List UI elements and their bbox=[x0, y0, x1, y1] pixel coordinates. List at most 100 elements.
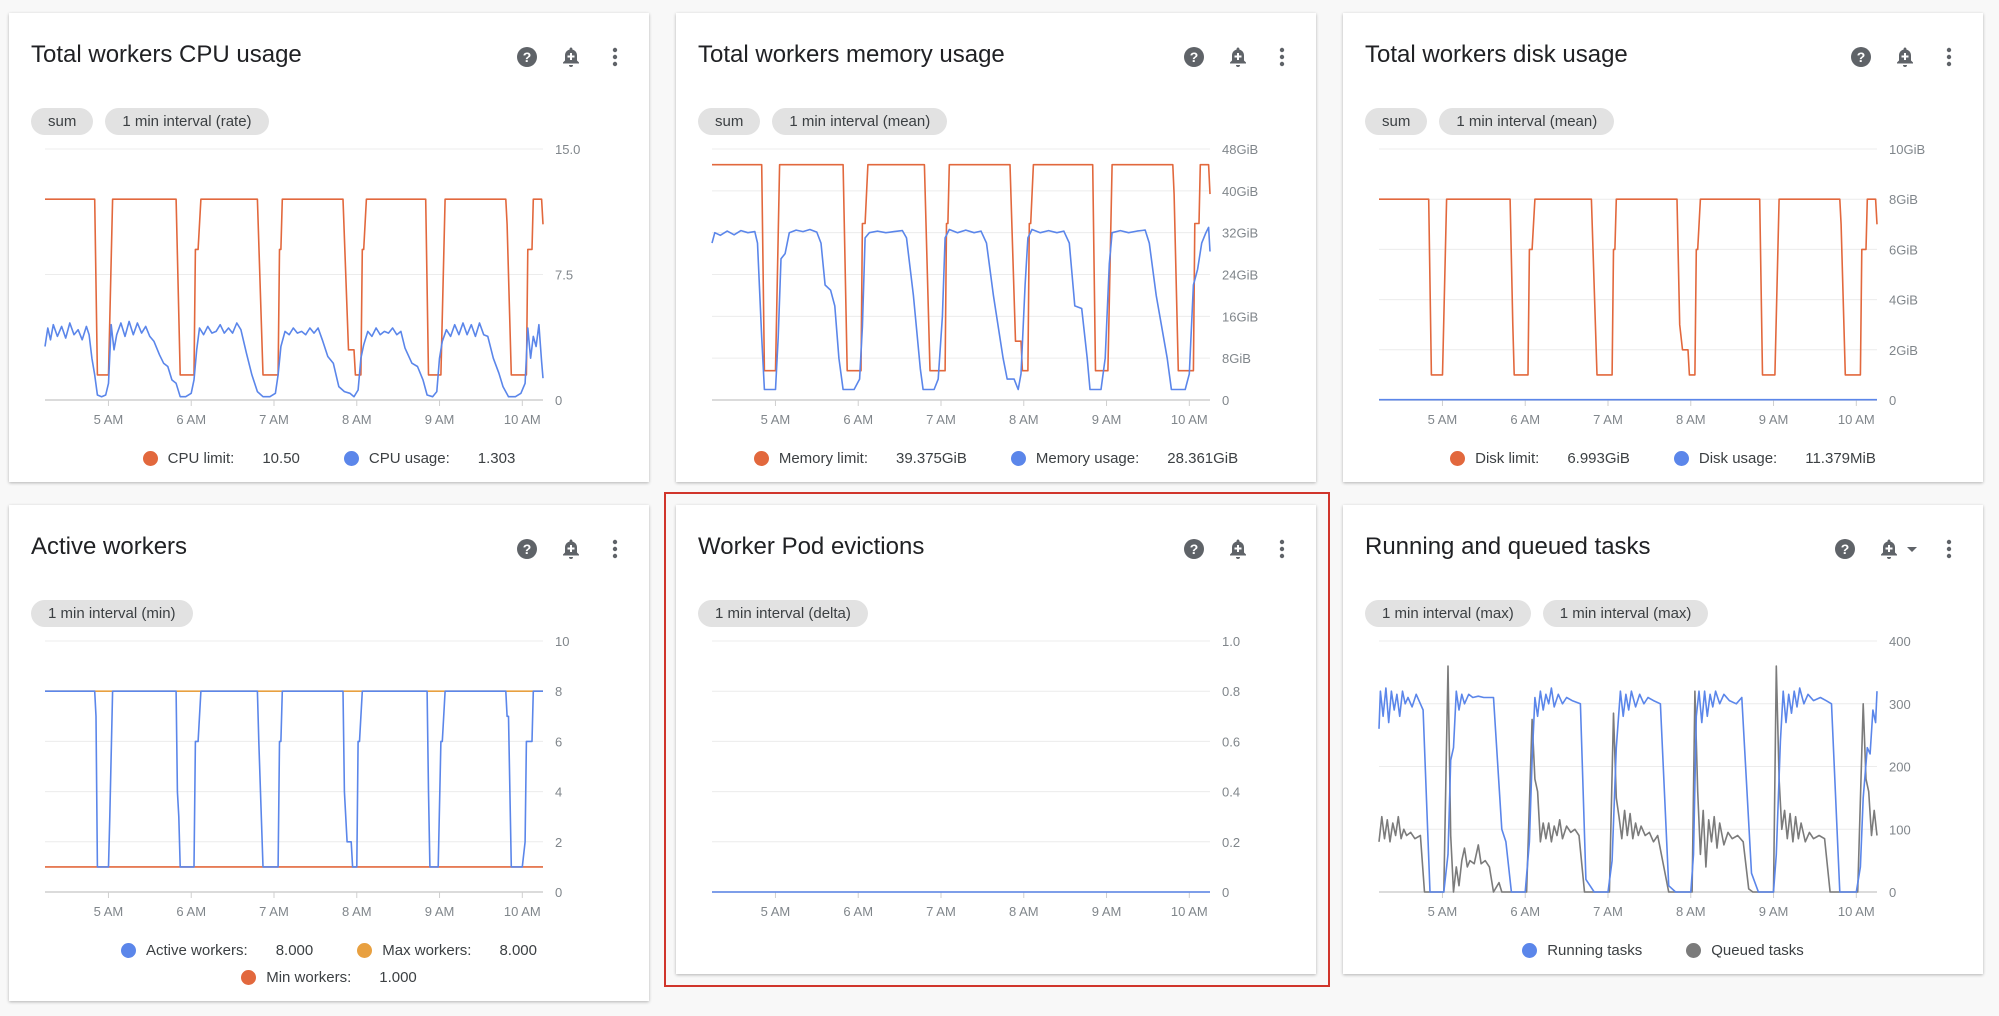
legend-item[interactable]: Min workers: 1.000 bbox=[241, 969, 417, 986]
x-tick-label: 6 AM bbox=[176, 412, 206, 427]
x-tick-label: 7 AM bbox=[259, 904, 289, 919]
aggregation-chip[interactable]: 1 min interval (rate) bbox=[105, 108, 269, 135]
more-vertical-icon[interactable] bbox=[1268, 43, 1296, 71]
help-circle-icon[interactable]: ? bbox=[1180, 43, 1208, 71]
series-line bbox=[45, 690, 543, 868]
x-tick-label: 6 AM bbox=[843, 412, 873, 427]
add-alert-bell-icon[interactable] bbox=[557, 535, 585, 563]
legend-color-dot bbox=[1673, 451, 1689, 466]
y-tick-label: 8 bbox=[555, 684, 562, 699]
aggregation-chips: sum 1 min interval (rate) bbox=[31, 108, 269, 135]
add-alert-bell-icon[interactable] bbox=[1224, 535, 1252, 563]
x-tick-label: 10 AM bbox=[1838, 412, 1875, 427]
caret-down-icon[interactable] bbox=[1907, 546, 1917, 552]
legend-row: CPU limit: 10.50 CPU usage: 1.303 bbox=[142, 450, 516, 467]
legend-color-dot bbox=[1522, 943, 1538, 958]
aggregation-chip[interactable]: 1 min interval (mean) bbox=[772, 108, 948, 135]
y-tick-label: 7.5 bbox=[555, 268, 573, 283]
aggregation-chip[interactable]: 1 min interval (delta) bbox=[698, 600, 868, 627]
add-alert-bell-icon[interactable] bbox=[557, 43, 585, 71]
chart-legend: Disk limit: 6.993GiB Disk usage: 11.379MiB bbox=[1343, 450, 1983, 467]
series-line bbox=[712, 163, 1211, 372]
add-alert-bell-icon[interactable] bbox=[1875, 535, 1903, 563]
y-tick-label: 1.0 bbox=[1222, 634, 1240, 649]
aggregation-chips: 1 min interval (min) bbox=[31, 600, 193, 627]
x-tick-label: 6 AM bbox=[843, 904, 873, 919]
svg-text:?: ? bbox=[1190, 49, 1199, 65]
aggregation-chips: sum 1 min interval (mean) bbox=[698, 108, 948, 135]
legend-item[interactable]: Memory usage: 28.361GiB bbox=[1010, 450, 1239, 467]
y-tick-label: 300 bbox=[1889, 697, 1911, 712]
chart-title: Total workers CPU usage bbox=[31, 41, 302, 68]
legend-item[interactable]: Disk limit: 6.993GiB bbox=[1450, 450, 1630, 467]
y-tick-label: 10GiB bbox=[1889, 142, 1925, 157]
y-tick-label: 0 bbox=[1889, 885, 1896, 900]
series-line bbox=[1378, 665, 1878, 893]
more-vertical-icon[interactable] bbox=[1268, 535, 1296, 563]
more-vertical-icon[interactable] bbox=[1935, 535, 1963, 563]
legend-label: Active workers: bbox=[146, 942, 248, 959]
y-tick-label: 0.4 bbox=[1222, 785, 1240, 800]
y-tick-label: 0 bbox=[1222, 393, 1229, 408]
aggregation-chip[interactable]: 1 min interval (mean) bbox=[1439, 108, 1615, 135]
series-line bbox=[44, 320, 544, 398]
legend-item[interactable]: Running tasks bbox=[1522, 942, 1642, 959]
legend-item[interactable]: Active workers: 8.000 bbox=[121, 942, 313, 959]
more-vertical-icon[interactable] bbox=[601, 43, 629, 71]
y-tick-label: 4 bbox=[555, 785, 562, 800]
help-circle-icon[interactable]: ? bbox=[1847, 43, 1875, 71]
help-circle-icon[interactable]: ? bbox=[1180, 535, 1208, 563]
help-circle-icon[interactable]: ? bbox=[513, 43, 541, 71]
legend-label: Queued tasks bbox=[1711, 942, 1804, 959]
legend-item[interactable]: Queued tasks bbox=[1686, 942, 1804, 959]
aggregation-chip[interactable]: 1 min interval (min) bbox=[31, 600, 193, 627]
chart-title: Total workers disk usage bbox=[1365, 41, 1628, 68]
legend-item[interactable]: Disk usage: 11.379MiB bbox=[1673, 450, 1876, 467]
y-tick-label: 4GiB bbox=[1889, 293, 1918, 308]
series-line bbox=[711, 226, 1211, 391]
add-alert-bell-icon[interactable] bbox=[1891, 43, 1919, 71]
more-vertical-icon[interactable] bbox=[1935, 43, 1963, 71]
x-tick-label: 9 AM bbox=[1092, 412, 1122, 427]
y-tick-label: 8GiB bbox=[1889, 192, 1918, 207]
svg-text:?: ? bbox=[1190, 541, 1199, 557]
chart-toolbar: ? bbox=[513, 535, 629, 563]
x-tick-label: 5 AM bbox=[1428, 412, 1458, 427]
y-tick-label: 200 bbox=[1889, 760, 1911, 775]
y-tick-label: 0.6 bbox=[1222, 734, 1240, 749]
x-tick-label: 9 AM bbox=[1092, 904, 1122, 919]
legend-item[interactable]: Memory limit: 39.375GiB bbox=[753, 450, 967, 467]
legend-item[interactable]: Max workers: 8.000 bbox=[357, 942, 537, 959]
chart-toolbar: ? bbox=[1180, 43, 1296, 71]
y-tick-label: 40GiB bbox=[1222, 184, 1258, 199]
help-circle-icon[interactable]: ? bbox=[1831, 535, 1859, 563]
x-tick-label: 10 AM bbox=[504, 412, 541, 427]
x-tick-label: 8 AM bbox=[1676, 412, 1706, 427]
legend-label: CPU usage: bbox=[368, 450, 450, 467]
legend-value: 1.000 bbox=[379, 969, 417, 986]
aggregation-chip[interactable]: sum bbox=[698, 108, 761, 135]
x-tick-label: 6 AM bbox=[176, 904, 206, 919]
legend-color-dot bbox=[357, 943, 373, 958]
x-tick-label: 10 AM bbox=[1838, 904, 1875, 919]
x-tick-label: 8 AM bbox=[1676, 904, 1706, 919]
legend-row: Active workers: 8.000 Max workers: 8.000 bbox=[121, 942, 537, 959]
legend-item[interactable]: CPU usage: 1.303 bbox=[343, 450, 516, 467]
add-alert-bell-icon[interactable] bbox=[1224, 43, 1252, 71]
help-circle-icon[interactable]: ? bbox=[513, 535, 541, 563]
legend-label: Min workers: bbox=[266, 969, 352, 986]
y-tick-label: 0 bbox=[1222, 885, 1229, 900]
legend-value: 1.303 bbox=[477, 450, 516, 467]
legend-item[interactable]: CPU limit: 10.50 bbox=[142, 450, 300, 467]
aggregation-chip[interactable]: sum bbox=[31, 108, 94, 135]
more-vertical-icon[interactable] bbox=[601, 535, 629, 563]
legend-color-dot bbox=[142, 451, 158, 466]
aggregation-chip[interactable]: 1 min interval (max) bbox=[1365, 600, 1531, 627]
x-tick-label: 10 AM bbox=[504, 904, 541, 919]
aggregation-chip[interactable]: sum bbox=[1365, 108, 1428, 135]
y-tick-label: 32GiB bbox=[1222, 226, 1258, 241]
chart-card: Active workers? 1 min interval (min) 0 2 4 6 8… bbox=[9, 505, 649, 1001]
y-tick-label: 0.2 bbox=[1222, 835, 1240, 850]
legend-value: 28.361GiB bbox=[1167, 450, 1239, 467]
aggregation-chip[interactable]: 1 min interval (max) bbox=[1542, 600, 1709, 627]
